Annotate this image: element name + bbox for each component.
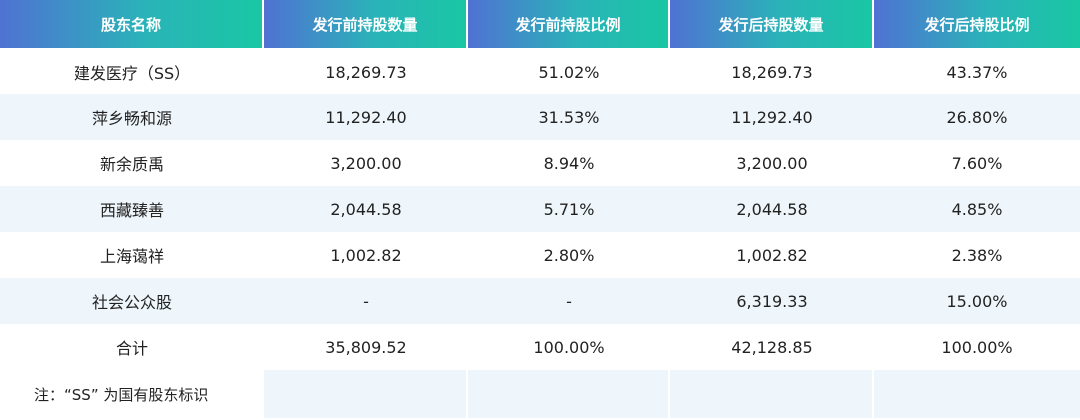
cell-pre-issue-shares: 2,044.58 bbox=[330, 199, 402, 219]
table-footnote: 注：“SS” 为国有股东标识 bbox=[0, 370, 264, 418]
cell-shareholder-name: 上海蔼祥 bbox=[99, 247, 164, 266]
cell-pre-issue-shares: - bbox=[363, 291, 369, 311]
cell-pre-issue-shares: 11,292.40 bbox=[325, 107, 407, 127]
cell-post-issue-shares: 2,044.58 bbox=[736, 199, 808, 219]
cell-shareholder-name: 西藏臻善 bbox=[99, 201, 164, 220]
header-shareholder-name: 股东名称 bbox=[0, 0, 264, 48]
cell-post-issue-ratio: 2.38% bbox=[951, 245, 1003, 265]
header-post-issue-shares: 发行后持股数量 bbox=[670, 0, 874, 48]
cell-shareholder-name: 新余质禹 bbox=[99, 155, 164, 174]
empty-cell bbox=[468, 370, 670, 418]
cell-shareholder-name: 萍乡畅和源 bbox=[91, 109, 172, 128]
cell-pre-issue-ratio: 31.53% bbox=[538, 107, 600, 127]
table-header-row: 股东名称 发行前持股数量 发行前持股比例 发行后持股数量 发行后持股比例 bbox=[0, 0, 1080, 48]
cell-post-issue-shares: 3,200.00 bbox=[736, 153, 808, 173]
table-row: 社会公众股 - - 6,319.33 15.00% bbox=[0, 278, 1080, 324]
table-row: 新余质禹 3,200.00 8.94% 3,200.00 7.60% bbox=[0, 140, 1080, 186]
cell-post-issue-shares: 11,292.40 bbox=[731, 107, 813, 127]
empty-cell bbox=[670, 370, 874, 418]
table-row: 萍乡畅和源 11,292.40 31.53% 11,292.40 26.80% bbox=[0, 94, 1080, 140]
cell-total-pre-issue-ratio: 100.00% bbox=[533, 337, 605, 357]
cell-post-issue-shares: 1,002.82 bbox=[736, 245, 808, 265]
cell-post-issue-ratio: 43.37% bbox=[946, 62, 1008, 82]
header-pre-issue-shares: 发行前持股数量 bbox=[264, 0, 468, 48]
cell-post-issue-ratio: 4.85% bbox=[951, 199, 1003, 219]
cell-post-issue-shares: 18,269.73 bbox=[731, 62, 813, 82]
cell-pre-issue-ratio: 51.02% bbox=[538, 62, 600, 82]
cell-total-post-issue-ratio: 100.00% bbox=[941, 337, 1013, 357]
table-row: 建发医疗（SS） 18,269.73 51.02% 18,269.73 43.3… bbox=[0, 50, 1080, 94]
cell-pre-issue-shares: 3,200.00 bbox=[330, 153, 402, 173]
cell-post-issue-shares: 6,319.33 bbox=[736, 291, 808, 311]
table-row: 上海蔼祥 1,002.82 2.80% 1,002.82 2.38% bbox=[0, 232, 1080, 278]
cell-shareholder-name: 社会公众股 bbox=[91, 293, 172, 312]
cell-post-issue-ratio: 15.00% bbox=[946, 291, 1008, 311]
table-note-row: 注：“SS” 为国有股东标识 bbox=[0, 370, 1080, 418]
cell-pre-issue-ratio: 5.71% bbox=[543, 199, 595, 219]
table-row: 西藏臻善 2,044.58 5.71% 2,044.58 4.85% bbox=[0, 186, 1080, 232]
cell-post-issue-ratio: 26.80% bbox=[946, 107, 1008, 127]
empty-cell bbox=[264, 370, 468, 418]
cell-pre-issue-shares: 18,269.73 bbox=[325, 62, 407, 82]
cell-post-issue-ratio: 7.60% bbox=[951, 153, 1003, 173]
cell-pre-issue-ratio: - bbox=[566, 291, 572, 311]
cell-total-post-issue-shares: 42,128.85 bbox=[731, 337, 813, 357]
header-post-issue-ratio: 发行后持股比例 bbox=[874, 0, 1080, 48]
table-total-row: 合计 35,809.52 100.00% 42,128.85 100.00% bbox=[0, 324, 1080, 370]
cell-pre-issue-ratio: 2.80% bbox=[543, 245, 595, 265]
header-pre-issue-ratio: 发行前持股比例 bbox=[468, 0, 670, 48]
cell-pre-issue-shares: 1,002.82 bbox=[330, 245, 402, 265]
cell-pre-issue-ratio: 8.94% bbox=[543, 153, 595, 173]
cell-total-pre-issue-shares: 35,809.52 bbox=[325, 337, 407, 357]
cell-shareholder-name: 建发医疗（SS） bbox=[73, 64, 191, 83]
cell-total-label: 合计 bbox=[115, 339, 148, 358]
empty-cell bbox=[874, 370, 1080, 418]
